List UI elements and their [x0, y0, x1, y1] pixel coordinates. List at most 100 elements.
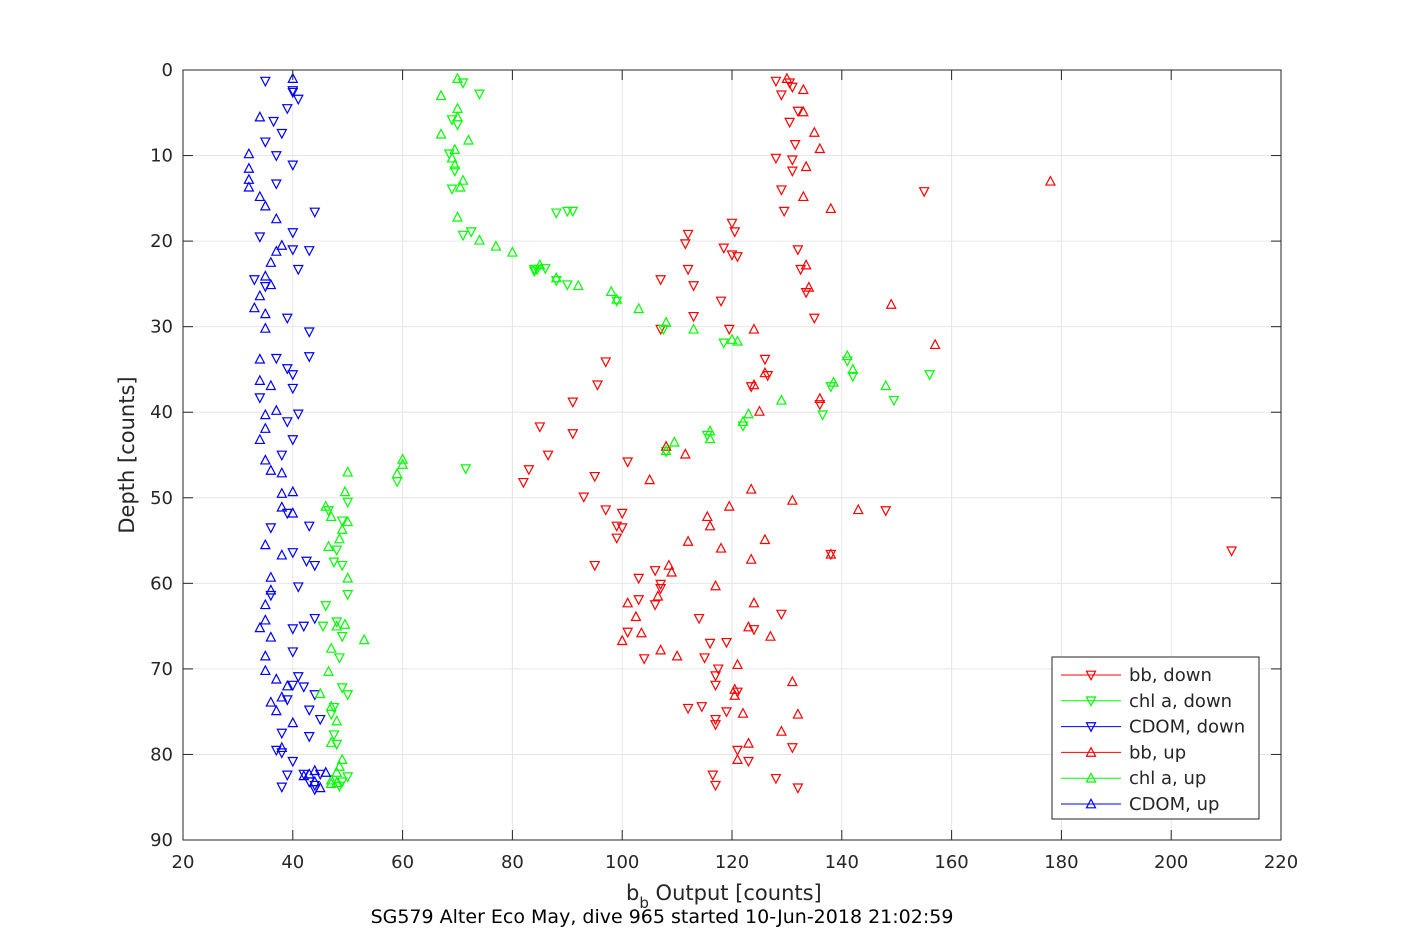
- legend-label: CDOM, down: [1129, 717, 1245, 738]
- point-chl-a-up: [828, 376, 840, 387]
- point-bb-down: [589, 471, 601, 483]
- point-chl-a-down: [561, 280, 573, 291]
- point-chl-a-down: [737, 421, 749, 432]
- legend-label: bb, down: [1129, 665, 1212, 686]
- point-bb-down: [600, 357, 612, 368]
- point-cdom-down: [303, 705, 315, 716]
- point-bb-up: [803, 281, 815, 292]
- point-cdom-down: [287, 160, 299, 171]
- point-bb-down: [726, 218, 738, 230]
- point-bb-down: [710, 780, 722, 792]
- point-bb-down: [775, 609, 787, 621]
- point-bb-up: [748, 323, 760, 334]
- point-chl-a-down: [333, 653, 345, 664]
- x-tick-label: 140: [825, 852, 859, 873]
- point-chl-a-up: [320, 500, 332, 511]
- y-tick-label: 50: [150, 488, 173, 509]
- point-cdom-up: [259, 454, 271, 465]
- legend-marker: [1085, 746, 1097, 757]
- point-cdom-up: [259, 200, 271, 211]
- point-bb-up: [1044, 175, 1056, 186]
- x-tick-label: 200: [1154, 852, 1188, 873]
- point-bb-up: [715, 542, 727, 553]
- point-cdom-up: [303, 768, 315, 779]
- point-chl-a-down: [817, 410, 829, 421]
- point-cdom-up: [298, 769, 310, 781]
- point-cdom-up: [265, 584, 277, 595]
- point-bb-down: [775, 90, 787, 101]
- point-chl-a-up: [704, 432, 716, 444]
- point-cdom-down: [292, 409, 304, 420]
- point-bb-up: [885, 298, 897, 309]
- point-cdom-up: [276, 501, 288, 512]
- point-chl-a-up: [775, 394, 787, 405]
- point-chl-a-down: [718, 338, 730, 349]
- point-bb-down: [731, 252, 743, 263]
- point-bb-down: [704, 638, 716, 650]
- x-tick-label: 180: [1044, 852, 1078, 873]
- point-cdom-down: [287, 383, 299, 395]
- point-bb-down: [696, 702, 708, 713]
- point-cdom-down: [287, 370, 299, 381]
- point-chl-a-up: [668, 436, 680, 447]
- point-cdom-down: [276, 450, 288, 462]
- point-chl-a-up: [435, 128, 447, 139]
- point-cdom-down: [292, 582, 304, 593]
- point-cdom-down: [287, 245, 299, 256]
- point-chl-a-up: [490, 240, 502, 251]
- point-bb-down: [523, 465, 535, 476]
- point-chl-a-up: [322, 540, 334, 551]
- point-bb-down: [731, 745, 743, 757]
- point-bb-down: [655, 275, 667, 286]
- point-chl-a-down: [328, 730, 340, 741]
- point-bb-up: [775, 725, 787, 736]
- point-bb-down: [517, 477, 529, 489]
- point-cdom-up: [270, 404, 282, 415]
- x-axis-label-subscript: b: [639, 894, 649, 912]
- point-bb-up: [814, 142, 826, 154]
- point-bb-up: [764, 630, 776, 641]
- point-bb-down: [721, 707, 733, 718]
- point-chl-a-up: [325, 510, 337, 522]
- point-chl-a-up: [333, 532, 345, 544]
- legend-item-cdom-down: CDOM, down: [1061, 717, 1245, 738]
- legend-label: bb, up: [1129, 742, 1186, 763]
- point-cdom-down: [270, 179, 282, 190]
- point-bb-down: [622, 627, 634, 639]
- point-bb-down: [638, 654, 650, 665]
- point-bb-down: [723, 324, 735, 336]
- point-chl-a-down: [342, 772, 354, 783]
- point-cdom-up: [259, 598, 271, 610]
- point-bb-down: [649, 566, 661, 577]
- point-bb-down: [592, 380, 603, 391]
- point-bb-up: [800, 259, 812, 270]
- point-chl-a-down: [847, 371, 859, 383]
- point-chl-a-down: [342, 690, 354, 701]
- point-bb-down: [616, 523, 628, 534]
- x-tick-label: 120: [715, 852, 749, 873]
- point-cdom-up: [265, 696, 277, 707]
- point-bb-up: [825, 202, 837, 214]
- point-bb-down: [655, 584, 667, 595]
- point-cdom-down: [292, 264, 304, 276]
- point-chl-a-down: [336, 631, 348, 643]
- point-cdom-up: [265, 379, 277, 391]
- point-cdom-down: [298, 621, 310, 633]
- point-bb-up: [731, 658, 743, 670]
- point-chl-a-up: [454, 181, 466, 192]
- point-bb-up: [652, 590, 664, 601]
- point-bb-up: [729, 689, 741, 700]
- y-axis-label: Depth [counts]: [115, 376, 139, 533]
- point-bb-up: [797, 190, 809, 202]
- point-cdom-up: [276, 741, 288, 753]
- point-bb-down: [880, 506, 892, 517]
- point-chl-a-up: [339, 618, 351, 629]
- x-axis-label: bb Output [counts]: [626, 881, 822, 912]
- point-chl-a-up: [331, 776, 343, 788]
- point-bb-up: [742, 737, 754, 748]
- point-bb-up: [745, 553, 757, 564]
- point-bb-down: [748, 625, 760, 636]
- point-cdom-up: [276, 691, 288, 702]
- point-chl-a-up: [847, 363, 859, 374]
- point-chl-a-up: [336, 523, 348, 534]
